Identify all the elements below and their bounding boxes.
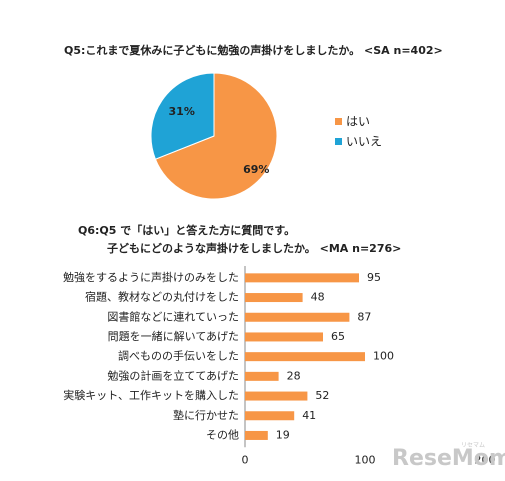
category-label-1: 宿題、教材などの丸付けをした [85,290,239,304]
bar-2 [245,312,350,322]
bar-chart-title-line1: Q6:Q5 で「はい」と答えた方に質問です。 [78,224,296,237]
pie-slice-label-1: 31% [169,105,195,118]
legend-label-0: はい [346,115,370,129]
bar-value-label-3: 65 [331,330,345,343]
x-tick-label-0: 0 [242,453,249,466]
bar-value-label-8: 19 [276,428,290,441]
resemom-logo: ReseMom [392,446,505,471]
category-label-7: 塾に行かせた [173,408,239,422]
legend-swatch-1 [335,138,342,145]
bar-3 [245,332,323,342]
bar-1 [245,293,303,303]
resemom-logo-text: ReseMom [392,446,505,471]
x-tick-label-1: 100 [355,453,376,466]
bar-value-label-2: 87 [357,310,371,323]
bar-4 [245,352,365,362]
category-label-4: 調べものの手伝いをした [118,349,239,363]
pie-slice-0 [154,72,278,200]
bar-6 [245,391,308,401]
x-tick-label-2: 200 [475,453,496,466]
bar-value-label-6: 52 [315,389,329,402]
bar-value-label-1: 48 [311,291,325,304]
category-label-5: 勉強の計画を立ててあげた [107,368,239,382]
bar-value-label-4: 100 [373,350,394,363]
bar-0 [245,273,359,283]
legend-label-1: いいえ [346,135,382,149]
pie-chart-title: Q5:これまで夏休みに子どもに勉強の声掛けをしましたか。 <SA n=402> [64,44,443,57]
pie-slice-1 [150,72,215,160]
bar-value-label-7: 41 [302,409,316,422]
resemom-logo-small-text: リセマム [461,442,486,449]
category-label-2: 図書館などに連れていった [107,309,239,323]
pie-slice-label-0: 69% [243,163,269,176]
bar-8 [245,430,268,440]
category-label-8: その他 [206,428,239,441]
bar-value-label-5: 28 [287,369,301,382]
bar-7 [245,411,295,421]
bar-value-label-0: 95 [367,271,381,284]
bar-chart-title-line2: 子どもにどのような声掛けをしましたか。 <MA n=276> [107,242,402,255]
bar-5 [245,371,279,381]
legend-swatch-0 [335,118,342,125]
category-label-0: 勉強をするように声掛けのみをした [63,270,239,284]
category-label-3: 問題を一緒に解いてあげた [108,329,239,343]
category-label-6: 実験キット、工作キットを購入した [63,388,239,402]
